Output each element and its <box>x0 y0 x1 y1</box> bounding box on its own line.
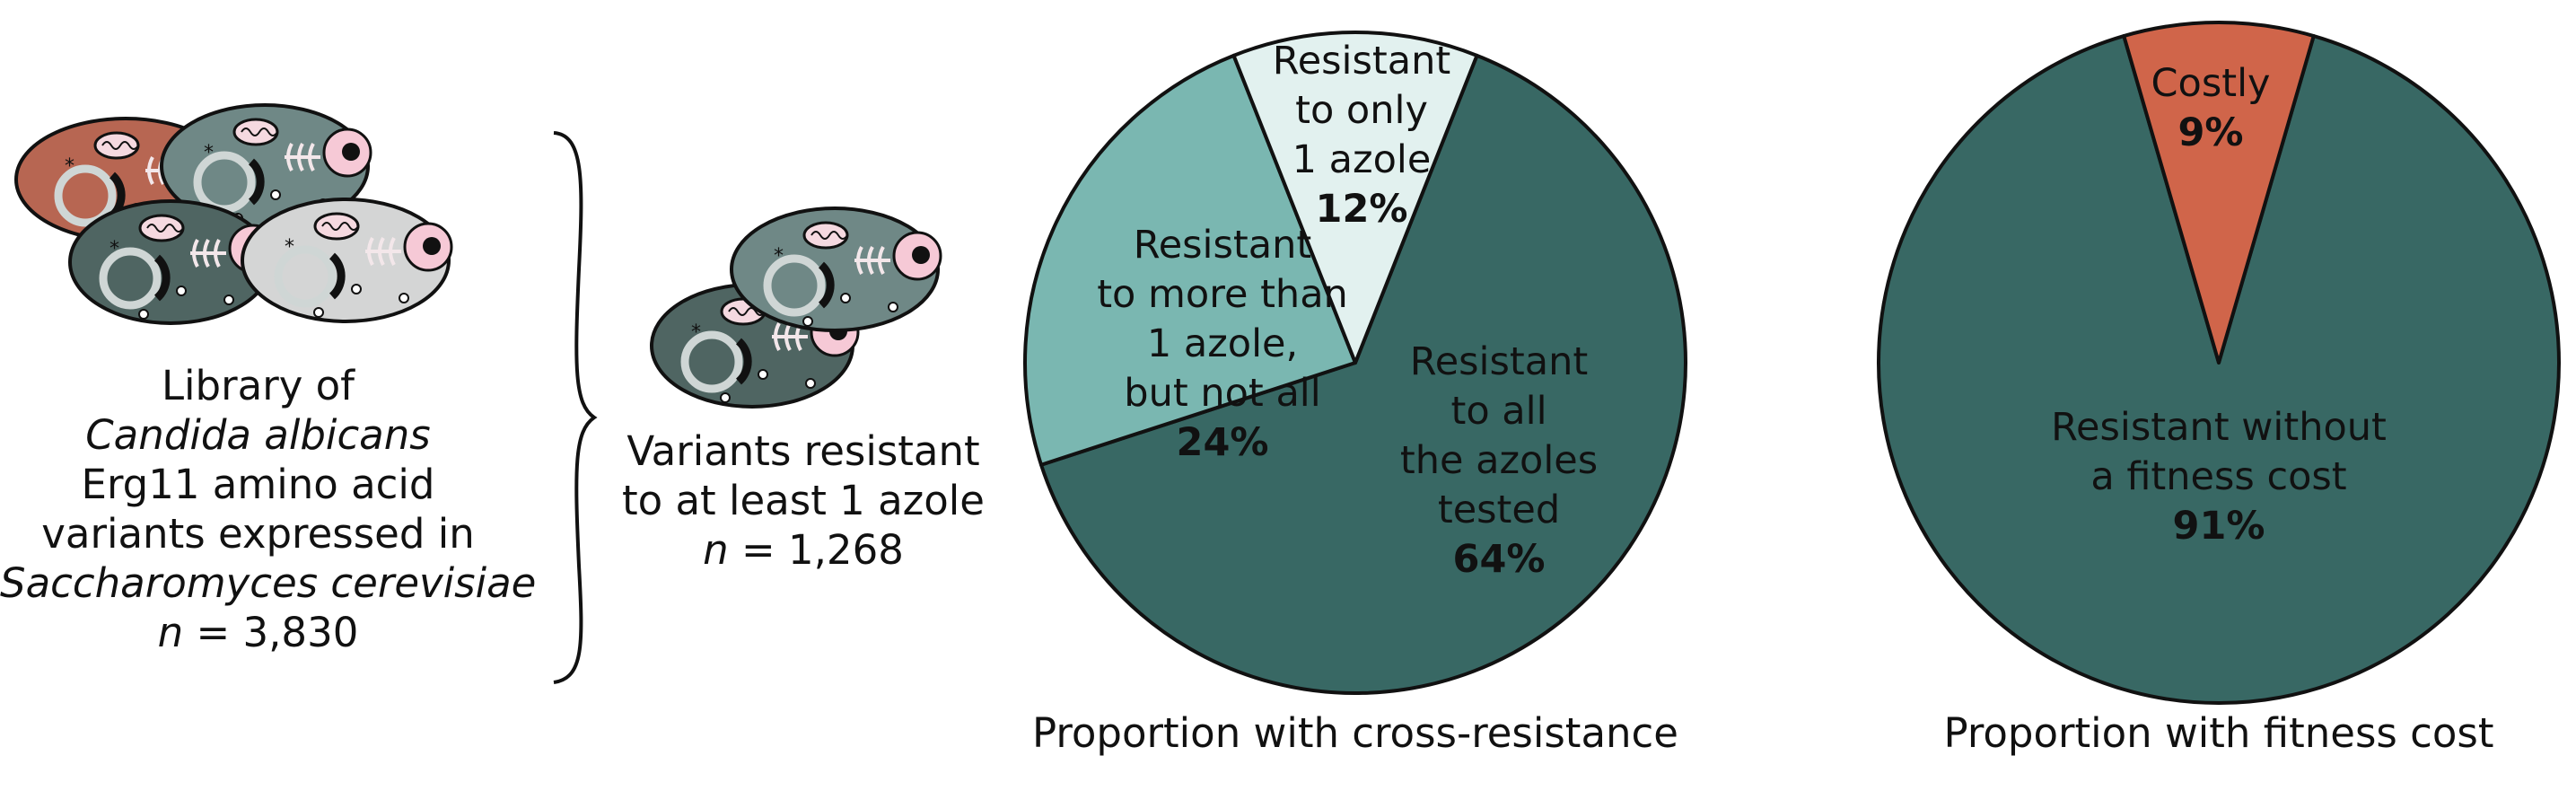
variants-n-value: = 1,268 <box>728 526 904 574</box>
cross-resistance-title: Proportion with cross-resistance <box>1032 709 1678 757</box>
library-line-3: Erg11 amino acid <box>81 461 435 508</box>
slice-percent: 12% <box>1316 187 1408 232</box>
slice-label: Resistant to only 1 azole 12% <box>1273 39 1450 232</box>
fitness-cost-title: Proportion with fitness cost <box>1943 709 2493 757</box>
slice-label-line: to more than <box>1097 272 1348 317</box>
slice-percent: 91% <box>2173 504 2265 549</box>
variants-line-1: Variants resistant <box>626 427 980 475</box>
variants-n-symbol: n <box>703 526 729 574</box>
slice-label-line: to only <box>1295 88 1428 133</box>
library-n-symbol: n <box>157 609 184 656</box>
pie-slice <box>2122 20 2316 365</box>
variants-caption: Variants resistant to at least 1 azole n… <box>588 426 1019 575</box>
slice-label-line: a fitness cost <box>2090 454 2346 499</box>
slice-label-line: Resistant <box>1273 39 1450 83</box>
variants-count: n = 1,268 <box>588 525 1019 575</box>
library-line-5: Saccharomyces cerevisiae <box>0 559 537 607</box>
slice-label: Resistant without a fitness cost 91% <box>2051 405 2387 549</box>
library-line-1: Library of <box>161 362 355 409</box>
variants-line-2: to at least 1 azole <box>621 477 985 524</box>
library-line-2: Candida albicans <box>85 411 431 459</box>
library-n-value: = 3,830 <box>183 609 359 656</box>
slice-label-line: but not all <box>1124 371 1320 416</box>
cross-resistance-pie: Resistant to all the azoles tested 64%Resist… <box>1023 31 1687 695</box>
slice-percent: 24% <box>1177 420 1269 465</box>
slice-label-line: 1 azole <box>1292 137 1432 182</box>
slice-label-line: to all <box>1450 389 1546 434</box>
fitness-cost-pie: Resistant without a fitness cost 91% Costly… <box>1877 20 2561 705</box>
slice-label-line: tested <box>1438 488 1560 532</box>
pie-slice <box>1231 31 1479 365</box>
pie-slice <box>1877 34 2561 705</box>
curly-brace-icon <box>553 131 598 684</box>
library-line-4: variants expressed in <box>41 510 475 558</box>
slice-label: Resistant to all the azoles tested 64% <box>1400 339 1598 582</box>
slice-label-line: Costly <box>2151 61 2271 106</box>
slice-label-line: 1 azole, <box>1147 321 1298 366</box>
slice-label-line: the azoles <box>1400 438 1598 483</box>
pie-slice <box>1039 53 1687 695</box>
slice-label: Costly 9% <box>2151 61 2271 155</box>
library-count: n = 3,830 <box>0 608 516 657</box>
yeast-cell-cluster-icon <box>14 103 451 325</box>
library-caption: Library of Candida albicans Erg11 amino … <box>0 361 537 657</box>
slice-label: Resistant to more than 1 azole, but not all… <box>1097 223 1348 465</box>
yeast-cell-icon <box>730 207 941 332</box>
slice-percent: 9% <box>2177 110 2243 155</box>
slice-label-line: Resistant <box>1134 223 1311 268</box>
slice-label-line: Resistant without <box>2051 405 2387 450</box>
slice-label-line: Resistant <box>1410 339 1588 384</box>
yeast-cell-icon <box>241 198 451 323</box>
resistant-cell-cluster-icon <box>650 207 941 409</box>
slice-percent: 64% <box>1453 537 1546 582</box>
